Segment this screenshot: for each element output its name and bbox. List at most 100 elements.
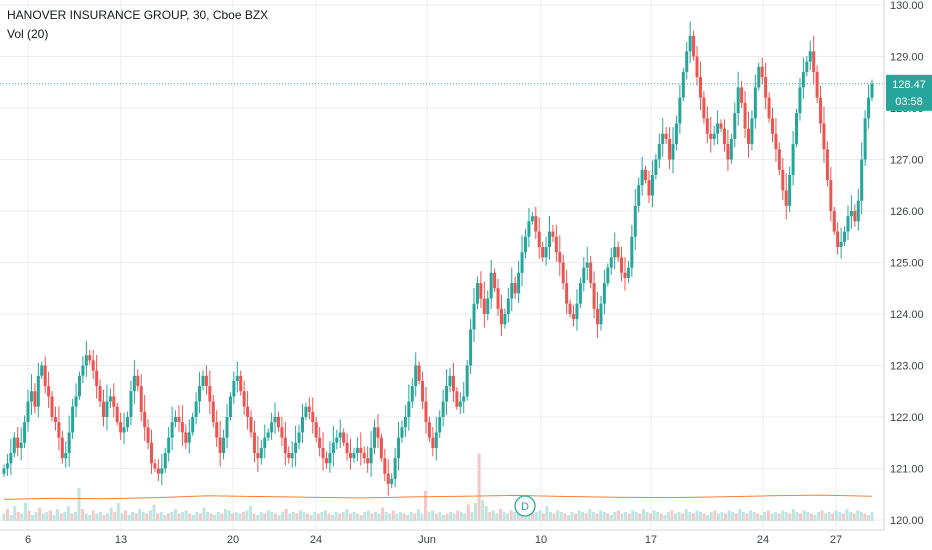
- candle-body: [698, 77, 702, 98]
- candle: [685, 42, 689, 80]
- candle: [510, 267, 514, 312]
- candle-body: [448, 375, 452, 387]
- volume-bars: [2, 453, 874, 521]
- candle-body: [572, 314, 576, 320]
- candle-body: [829, 180, 833, 211]
- candle: [242, 380, 246, 416]
- candle-body: [294, 442, 298, 454]
- candle: [575, 289, 579, 331]
- volume-bar: [606, 513, 610, 521]
- price-axis[interactable]: 130.00129.00128.00127.00126.00125.00124.…: [883, 0, 924, 530]
- volume-bar: [695, 510, 699, 521]
- volume-bar: [827, 512, 831, 521]
- dividends-marker[interactable]: D: [514, 495, 536, 517]
- volume-bar: [184, 510, 188, 521]
- volume-bar: [102, 515, 106, 521]
- candle-body: [95, 370, 99, 387]
- y-tick-label: 123.00: [890, 361, 924, 373]
- candle: [698, 61, 702, 111]
- volume-bar: [320, 512, 324, 521]
- candle-body: [620, 257, 624, 273]
- volume-bar: [852, 513, 856, 521]
- candle: [674, 115, 678, 151]
- volume-bar: [384, 512, 388, 521]
- candle-body: [849, 211, 853, 217]
- volume-bar: [652, 510, 656, 521]
- candle-body: [342, 432, 346, 443]
- candle-body: [198, 386, 202, 402]
- candle-body: [767, 97, 771, 119]
- volume-legend[interactable]: Vol (20): [7, 27, 49, 41]
- candle: [771, 107, 775, 143]
- candle: [355, 437, 359, 462]
- volume-bar: [295, 513, 299, 521]
- candle: [177, 405, 181, 432]
- volume-bar: [745, 513, 749, 521]
- candle-body: [513, 283, 517, 294]
- candle-body: [685, 51, 689, 72]
- volume-bar: [341, 512, 345, 521]
- volume-bar: [574, 513, 578, 521]
- candle: [836, 222, 840, 255]
- candle-body: [77, 375, 81, 397]
- candle: [736, 71, 740, 126]
- candle: [812, 35, 816, 85]
- volume-bar: [148, 510, 152, 521]
- candle: [733, 102, 737, 148]
- candle-body: [489, 272, 493, 299]
- candle: [602, 269, 606, 315]
- candle: [523, 228, 527, 259]
- candle: [98, 379, 102, 407]
- candle-body: [160, 468, 164, 474]
- candle-body: [674, 123, 678, 145]
- volume-bar: [406, 515, 410, 521]
- candle-body: [421, 380, 425, 402]
- candle: [273, 402, 277, 434]
- volume-bar: [377, 513, 381, 521]
- candle-body: [2, 468, 6, 474]
- candle: [578, 277, 582, 309]
- candle: [558, 235, 562, 277]
- candle: [180, 405, 184, 447]
- candle-body: [774, 133, 778, 150]
- volume-bar: [366, 510, 370, 521]
- candle: [174, 410, 178, 428]
- candle: [753, 74, 757, 129]
- candle-body: [527, 221, 531, 237]
- candle-body: [472, 303, 476, 330]
- candle: [548, 215, 552, 260]
- volume-bar: [638, 513, 642, 521]
- candle-body: [57, 422, 61, 438]
- x-tick-label: 24: [310, 534, 322, 546]
- candle: [568, 299, 572, 318]
- volume-bar: [831, 513, 835, 521]
- candle-body: [530, 216, 534, 222]
- time-axis[interactable]: 6 13 20 24 Jun 10 17 24 27: [0, 529, 884, 546]
- volume-bar: [566, 515, 570, 521]
- volume-bar: [649, 513, 653, 521]
- candle: [801, 57, 805, 99]
- volume-bar: [56, 509, 60, 521]
- candle-body: [784, 190, 788, 206]
- candle: [592, 271, 596, 319]
- volume-bar: [195, 512, 199, 521]
- volume-bar: [113, 512, 117, 521]
- symbol-legend[interactable]: HANOVER INSURANCE GROUP, 30, Cboe BZX: [7, 8, 269, 22]
- candle-body: [613, 247, 617, 258]
- candle-body: [846, 216, 850, 232]
- candle-body: [204, 375, 208, 387]
- candle: [338, 419, 342, 449]
- x-tick-label: 10: [535, 534, 547, 546]
- volume-bar: [120, 513, 124, 521]
- candle-body: [781, 169, 785, 191]
- candle-body: [561, 262, 565, 284]
- candle: [496, 278, 500, 317]
- candle: [788, 166, 792, 213]
- candle: [527, 208, 531, 248]
- candle: [400, 420, 404, 443]
- volume-bar: [795, 512, 799, 521]
- candle: [29, 374, 33, 416]
- candle: [458, 392, 462, 415]
